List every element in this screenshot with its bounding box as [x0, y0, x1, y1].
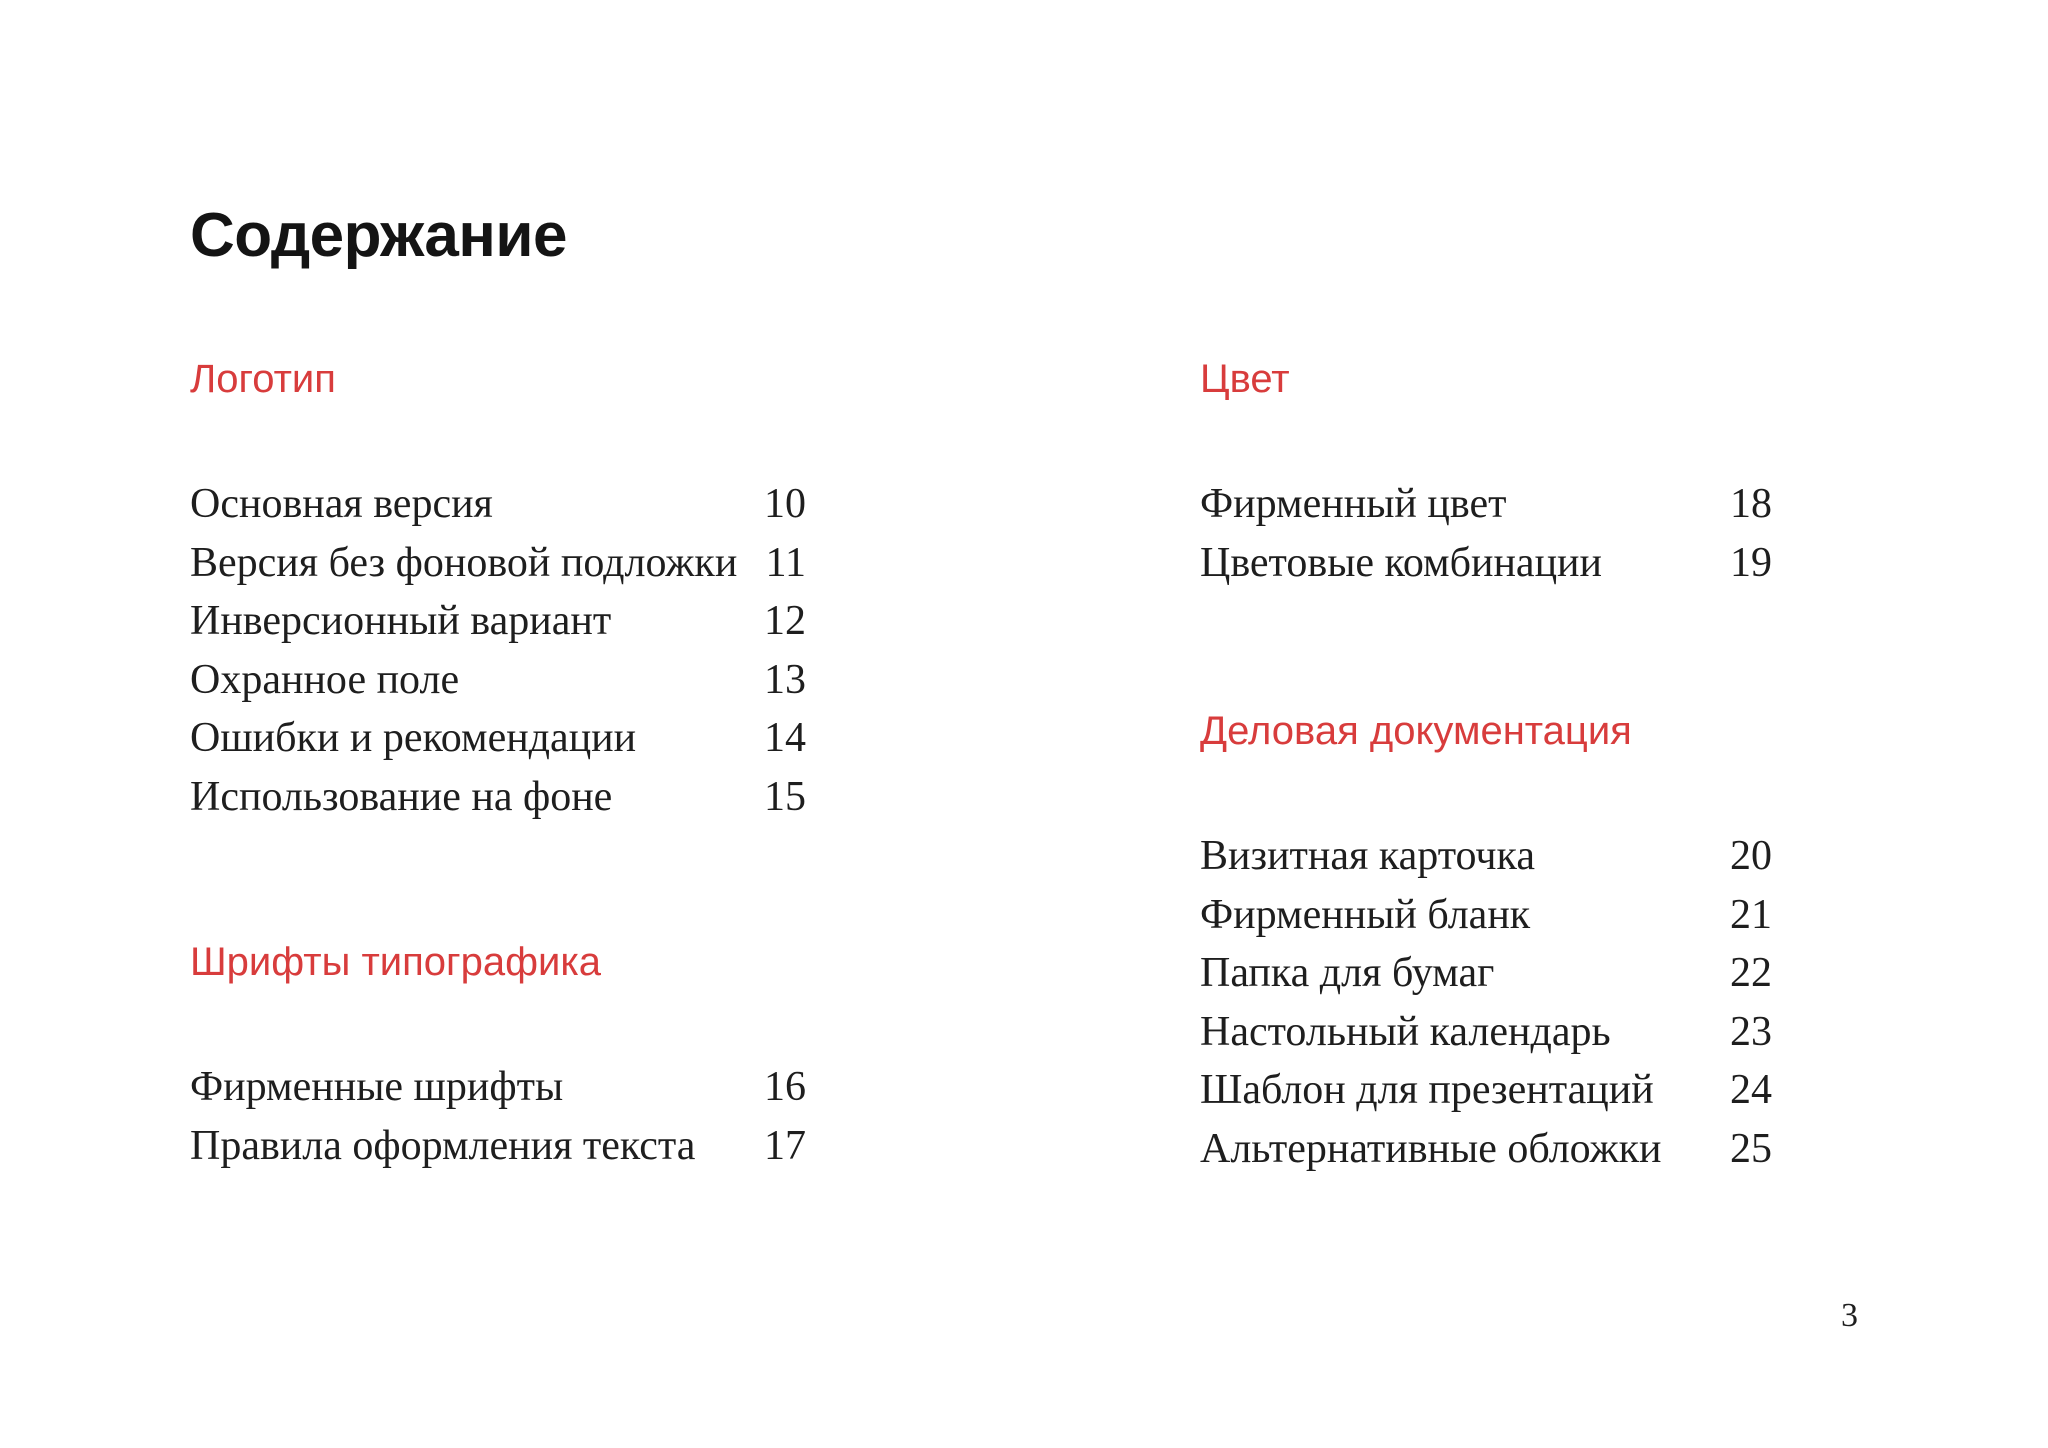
toc-item-label: Фирменный цвет: [1200, 481, 1507, 527]
toc-item: Использование на фоне 15: [190, 768, 806, 827]
toc-item: Версия без фоновой подложки 11: [190, 534, 806, 593]
toc-item-label: Альтернативные обложки: [1200, 1125, 1662, 1172]
section-business-documentation: Деловая документация Визитная карточка 2…: [1200, 707, 1772, 1178]
toc-item: Охранное поле 13: [190, 651, 806, 710]
toc-item-page-number: 12: [764, 598, 806, 644]
section-fonts-typography: Шрифты типографика Фирменные шрифты 16 П…: [190, 938, 806, 1175]
toc-item-label: Правила оформления текста: [190, 1122, 696, 1169]
toc-item-page-number: 22: [1730, 950, 1772, 996]
toc-item-page-number: 14: [764, 715, 806, 761]
toc-list-logotype: Основная версия 10 Версия без фоновой по…: [190, 475, 806, 826]
page-number: 3: [1841, 1297, 1858, 1334]
toc-item-label: Шаблон для презентаций: [1200, 1067, 1654, 1113]
toc-list-business-documentation: Визитная карточка 20 Фирменный бланк 21 …: [1200, 827, 1772, 1178]
toc-item: Альтернативные обложки 25: [1200, 1120, 1772, 1179]
section-heading-color: Цвет: [1200, 357, 1290, 401]
toc-item-page-number: 10: [764, 481, 806, 527]
toc-list-color: Фирменный цвет 18 Цветовые комбинации 19: [1200, 475, 1772, 592]
toc-item-label: Использование на фоне: [190, 773, 613, 820]
toc-item: Шаблон для презентаций 24: [1200, 1061, 1772, 1120]
toc-item-label: Ошибки и рекомендации: [190, 715, 637, 761]
toc-item-page-number: 21: [1730, 891, 1772, 938]
toc-item-page-number: 24: [1730, 1067, 1772, 1113]
section-heading-logotype: Логотип: [190, 357, 336, 401]
toc-item-label: Фирменные шрифты: [190, 1064, 564, 1110]
toc-item-label: Охранное поле: [190, 656, 460, 703]
toc-item: Основная версия 10: [190, 475, 806, 534]
toc-item: Папка для бумаг 22: [1200, 944, 1772, 1003]
toc-item-page-number: 16: [764, 1064, 806, 1110]
toc-item: Настольный календарь 23: [1200, 1003, 1772, 1062]
toc-item: Инверсионный вариант 12: [190, 592, 806, 651]
toc-item-page-number: 11: [765, 539, 806, 586]
toc-item-label: Инверсионный вариант: [190, 598, 612, 644]
toc-item-label: Основная версия: [190, 481, 493, 527]
toc-item: Правила оформления текста 17: [190, 1117, 806, 1176]
toc-item-label: Настольный календарь: [1200, 1008, 1611, 1055]
section-logotype: Логотип Основная версия 10 Версия без фо…: [190, 355, 806, 826]
toc-item-page-number: 19: [1730, 539, 1772, 586]
toc-item-page-number: 20: [1730, 833, 1772, 879]
toc-item: Фирменный цвет 18: [1200, 475, 1772, 534]
toc-item-label: Цветовые комбинации: [1200, 539, 1602, 586]
toc-item-page-number: 13: [764, 656, 806, 703]
toc-item-page-number: 23: [1730, 1008, 1772, 1055]
toc-item: Фирменные шрифты 16: [190, 1058, 806, 1117]
toc-item-label: Фирменный бланк: [1200, 891, 1531, 938]
toc-item-page-number: 18: [1730, 481, 1772, 527]
toc-item-page-number: 17: [764, 1122, 806, 1169]
toc-item: Ошибки и рекомендации 14: [190, 709, 806, 768]
page-title: Содержание: [190, 200, 567, 270]
section-color: Цвет Фирменный цвет 18 Цветовые комбинац…: [1200, 355, 1772, 592]
toc-item-label: Папка для бумаг: [1200, 950, 1495, 996]
toc-item-page-number: 15: [764, 773, 806, 820]
section-heading-fonts-typography: Шрифты типографика: [190, 940, 601, 984]
section-heading-business-documentation: Деловая документация: [1200, 709, 1632, 753]
toc-item-page-number: 25: [1730, 1125, 1772, 1172]
toc-item: Визитная карточка 20: [1200, 827, 1772, 886]
toc-item: Фирменный бланк 21: [1200, 886, 1772, 945]
toc-item: Цветовые комбинации 19: [1200, 534, 1772, 593]
toc-list-fonts-typography: Фирменные шрифты 16 Правила оформления т…: [190, 1058, 806, 1175]
toc-item-label: Визитная карточка: [1200, 833, 1535, 879]
toc-item-label: Версия без фоновой подложки: [190, 539, 738, 586]
